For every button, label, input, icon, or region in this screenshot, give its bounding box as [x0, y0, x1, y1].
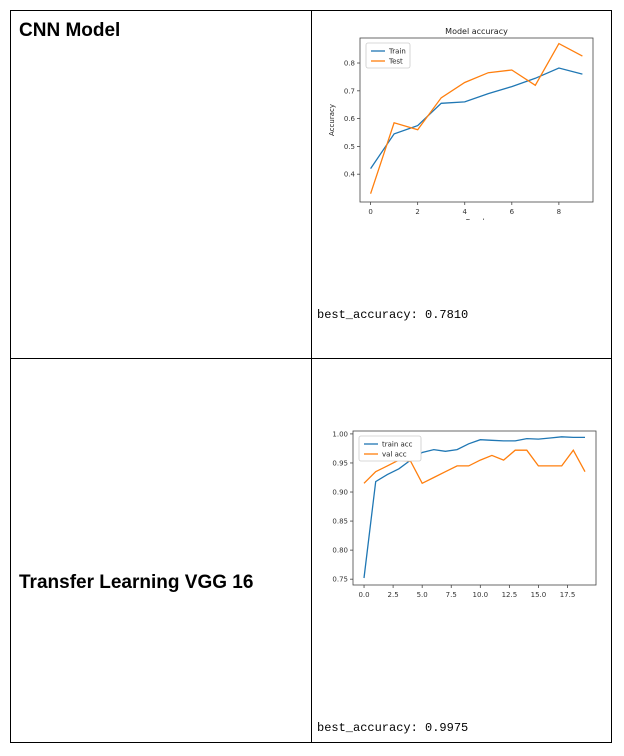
legend-label: val acc: [382, 451, 407, 459]
x-tick-label: 17.5: [560, 591, 576, 599]
y-tick-label: 0.80: [332, 547, 348, 555]
legend-label: train acc: [382, 441, 413, 449]
x-tick-label: 4: [462, 208, 467, 216]
row-divider: [11, 358, 611, 359]
y-tick-label: 0.8: [344, 60, 355, 68]
legend-box: [358, 435, 422, 462]
y-tick-label: 0.4: [344, 171, 356, 179]
x-tick-label: 2.5: [388, 591, 399, 599]
legend-label: Test: [388, 58, 403, 66]
y-tick-label: 0.6: [344, 115, 356, 123]
legend-label: Train: [388, 48, 406, 56]
cnn-best-accuracy: best_accuracy: 0.7810: [317, 308, 469, 322]
series-line-test: [369, 42, 583, 194]
series-line-train-acc: [363, 436, 585, 579]
y-tick-label: 0.5: [344, 143, 355, 151]
column-divider: [311, 11, 312, 742]
y-tick-label: 0.85: [332, 518, 348, 526]
vgg16-model-heading: Transfer Learning VGG 16: [19, 572, 254, 593]
x-tick-label: 6: [510, 208, 515, 216]
legend-box: [365, 42, 411, 69]
x-tick-label: 7.5: [446, 591, 457, 599]
cnn-accuracy-chart: 0 2 4 6 8 0.4 0.5 0.6 0.7 0.8 Model accuracy Epoch A…: [328, 27, 594, 220]
series-line-train: [370, 67, 583, 169]
vgg16-accuracy-chart: 0.0 2.5 5.0 7.5 10.0 12.5 15.0 17.5 0.75 0.80 0.85…: [332, 430, 597, 599]
x-tick-label: 12.5: [502, 591, 518, 599]
y-axis-label: Accuracy: [328, 104, 336, 136]
y-tick-label: 0.90: [332, 489, 348, 497]
chart-title: Model accuracy: [445, 27, 508, 36]
x-tick-label: 15.0: [531, 591, 547, 599]
plot-frame: [352, 430, 597, 586]
vgg16-best-accuracy: best_accuracy: 0.9975: [317, 721, 469, 735]
x-tick-label: 10.0: [473, 591, 489, 599]
y-tick-label: 0.95: [332, 459, 348, 467]
x-tick-label: 2: [415, 208, 419, 216]
x-axis-label: Epoch: [466, 218, 487, 220]
y-tick-label: 0.7: [344, 87, 355, 95]
x-tick-label: 0.0: [358, 591, 369, 599]
cnn-model-heading: CNN Model: [19, 20, 121, 41]
plot-frame: [359, 37, 594, 203]
x-tick-label: 5.0: [417, 591, 428, 599]
y-tick-label: 0.75: [332, 576, 348, 584]
x-tick-label: 0: [368, 208, 372, 216]
y-tick-label: 1.00: [332, 430, 348, 438]
comparison-table: [10, 10, 612, 743]
x-tick-label: 8: [557, 208, 561, 216]
